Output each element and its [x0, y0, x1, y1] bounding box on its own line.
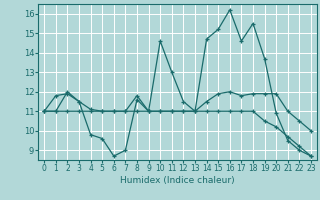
- X-axis label: Humidex (Indice chaleur): Humidex (Indice chaleur): [120, 176, 235, 185]
